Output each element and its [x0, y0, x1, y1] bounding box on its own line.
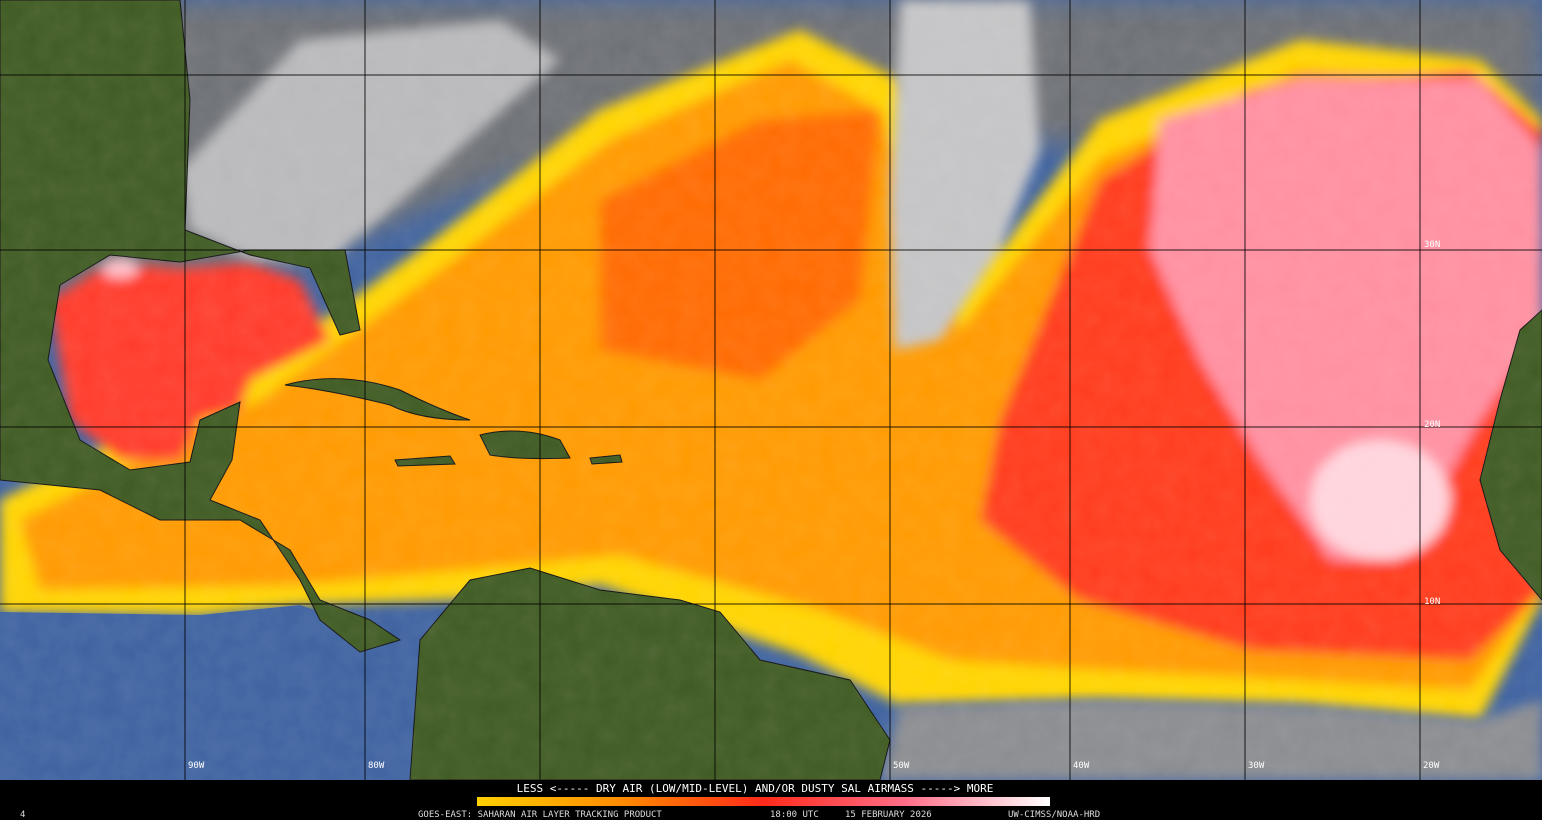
legend-text: LESS <----- DRY AIR (LOW/MID-LEVEL) AND/…: [517, 782, 994, 795]
frame-number: 4: [20, 810, 25, 820]
longitude-label: 50W: [893, 761, 910, 771]
longitude-label: 20W: [1423, 761, 1440, 771]
latitude-label: 30N: [1424, 240, 1440, 250]
latitude-label: 20N: [1424, 420, 1440, 430]
longitude-label: 40W: [1073, 761, 1090, 771]
date: 15 FEBRUARY 2026: [845, 810, 932, 820]
longitude-label: 90W: [188, 761, 205, 771]
credit: UW-CIMSS/NOAA-HRD: [1008, 810, 1100, 820]
product-name: GOES-EAST: SAHARAN AIR LAYER TRACKING PR…: [418, 810, 662, 820]
longitude-label: 80W: [368, 761, 385, 771]
latitude-label: 10N: [1424, 597, 1440, 607]
time: 18:00 UTC: [770, 810, 819, 820]
longitude-label: 30W: [1248, 761, 1265, 771]
texture: [0, 0, 1542, 780]
color-bar: [477, 797, 1050, 806]
graticule: [0, 0, 1542, 780]
